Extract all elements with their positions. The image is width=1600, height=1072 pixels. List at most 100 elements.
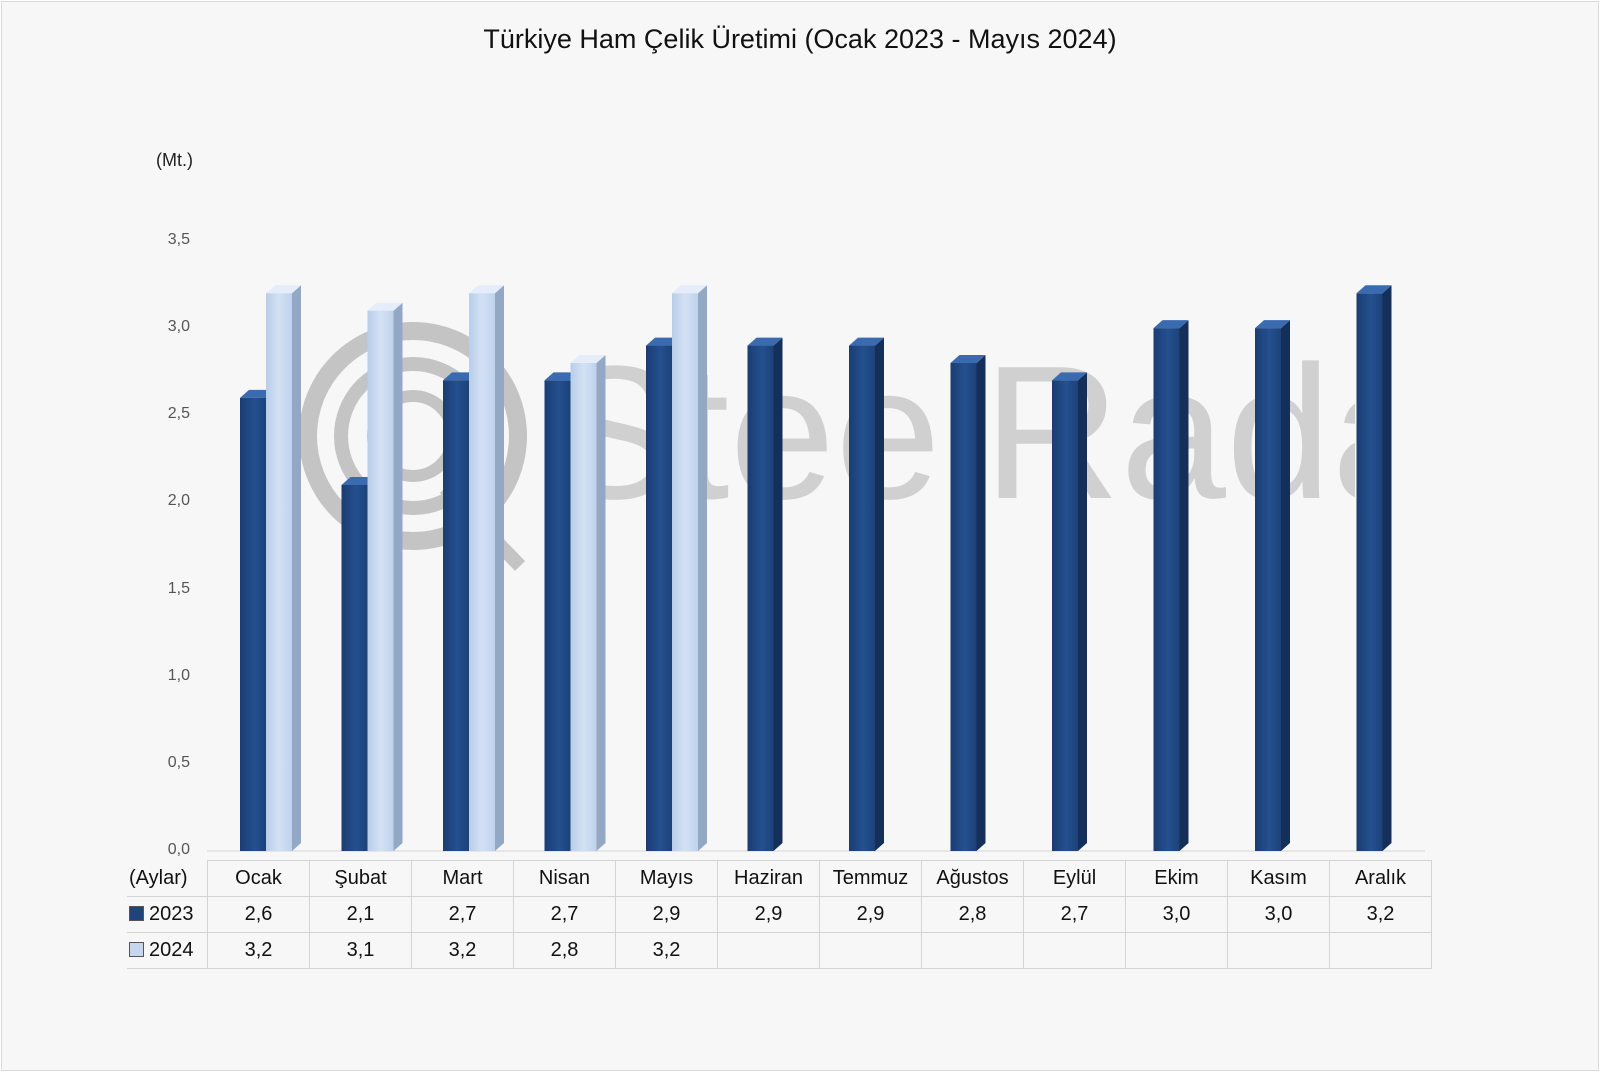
bar-side xyxy=(1078,372,1087,851)
data-label: 3,2 xyxy=(1329,896,1432,933)
bar-front xyxy=(266,293,292,851)
category-label: Temmuz xyxy=(819,860,922,897)
data-label: 2,9 xyxy=(819,896,922,933)
bar-top xyxy=(950,355,986,363)
bar-front xyxy=(672,293,698,851)
bar-top xyxy=(570,355,606,363)
bar-side xyxy=(1382,285,1392,851)
watermark-ring-outer xyxy=(299,322,527,550)
data-label xyxy=(717,932,820,969)
bar-2024-Mart xyxy=(469,285,504,851)
bar-front xyxy=(950,363,977,851)
bar-2023-Kasım xyxy=(1255,320,1290,852)
bar-front xyxy=(341,485,368,851)
data-label: 2,9 xyxy=(615,896,718,933)
data-label xyxy=(1227,932,1330,969)
y-axis-unit: (Mt.) xyxy=(156,150,193,170)
bar-side xyxy=(698,285,707,851)
data-label: 3,0 xyxy=(1125,896,1228,933)
data-label: 2,9 xyxy=(717,896,820,933)
data-label xyxy=(1329,932,1432,969)
data-table-header-row: (Aylar) Ocak Şubat Mart Nisan Mayıs Hazi… xyxy=(127,860,1432,897)
bar-side xyxy=(292,285,301,851)
bar-top xyxy=(469,285,504,294)
bar-top xyxy=(1356,285,1392,294)
category-label: Şubat xyxy=(309,860,412,897)
y-tick-label: 0,0 xyxy=(167,841,190,858)
bar-2023-Ekim xyxy=(1153,320,1189,852)
data-label: 2,7 xyxy=(513,896,616,933)
category-label: Mart xyxy=(411,860,514,897)
bar-2024-Şubat xyxy=(367,302,403,851)
legend-entry-2024: 2024 xyxy=(127,932,208,969)
series-name: 2023 xyxy=(149,903,194,925)
legend-key-2024 xyxy=(129,942,144,957)
chart-title: Türkiye Ham Çelik Üretimi (Ocak 2023 - M… xyxy=(483,24,1117,54)
bar-top xyxy=(747,337,783,346)
bar-front xyxy=(1052,380,1078,851)
data-label: 2,7 xyxy=(411,896,514,933)
y-tick-label: 3,0 xyxy=(167,318,190,336)
bar-top xyxy=(1052,372,1087,381)
bar-front xyxy=(443,380,469,851)
data-label: 2,8 xyxy=(921,896,1024,933)
data-label: 2,8 xyxy=(513,932,616,969)
bar-side xyxy=(976,355,986,851)
bar-2023-Temmuz xyxy=(849,337,884,852)
bar-2023-Haziran xyxy=(747,337,783,852)
y-tick-label: 0,5 xyxy=(167,753,190,771)
bar-top xyxy=(672,285,707,294)
bar-front xyxy=(849,345,875,851)
category-label: Haziran xyxy=(717,860,820,897)
x-axis-label: (Aylar) xyxy=(129,866,188,889)
y-tick-label: 3,5 xyxy=(167,231,190,248)
data-label: 2,6 xyxy=(207,896,310,933)
bar-front xyxy=(1356,293,1383,851)
data-label xyxy=(921,932,1024,969)
data-label: 3,0 xyxy=(1227,896,1330,933)
data-label xyxy=(819,932,922,969)
y-tick-label: 1,0 xyxy=(167,666,190,684)
bar-front xyxy=(469,293,495,851)
category-label: Ağustos xyxy=(921,860,1024,897)
bar-front xyxy=(747,345,774,851)
bar-front xyxy=(367,310,394,851)
category-label: Ocak xyxy=(207,860,310,897)
bar-side xyxy=(773,337,783,852)
category-label: Ekim xyxy=(1125,860,1228,897)
bar-top xyxy=(266,285,301,294)
bar-top xyxy=(1255,320,1290,329)
data-label: 2,1 xyxy=(309,896,412,933)
data-label xyxy=(1125,932,1228,969)
bar-front xyxy=(1153,328,1180,852)
legend-entry-2023: 2023 xyxy=(127,896,208,933)
bar-front xyxy=(570,363,597,851)
bar-2024-Nisan xyxy=(570,355,606,851)
data-table-row-2023: 2023 2,6 2,1 2,7 2,7 2,9 2,9 2,9 2,8 2,7… xyxy=(127,896,1432,933)
category-label: Nisan xyxy=(513,860,616,897)
bar-side xyxy=(1179,320,1189,852)
bar-side xyxy=(875,337,884,852)
bar-side xyxy=(495,285,504,851)
bar-side xyxy=(393,302,403,851)
category-label: Mayıs xyxy=(615,860,718,897)
bar-front xyxy=(544,380,571,851)
category-label: Eylül xyxy=(1023,860,1126,897)
data-label: 3,2 xyxy=(411,932,514,969)
bar-front xyxy=(646,345,672,851)
bar-2024-Mayıs xyxy=(672,285,707,851)
category-label: Kasım xyxy=(1227,860,1330,897)
bar-2023-Aralık xyxy=(1356,285,1392,851)
bar-2023-Ağustos xyxy=(950,355,986,851)
data-label: 3,2 xyxy=(615,932,718,969)
legend-key-2023 xyxy=(129,906,144,921)
bar-side xyxy=(1281,320,1290,852)
data-label: 3,2 xyxy=(207,932,310,969)
bar-2024-Ocak xyxy=(266,285,301,851)
bar-front xyxy=(240,397,266,851)
y-tick-label: 2,5 xyxy=(167,405,190,423)
bar-top xyxy=(849,337,884,346)
data-table: (Aylar) Ocak Şubat Mart Nisan Mayıs Hazi… xyxy=(127,860,1432,969)
series-name: 2024 xyxy=(149,939,194,961)
